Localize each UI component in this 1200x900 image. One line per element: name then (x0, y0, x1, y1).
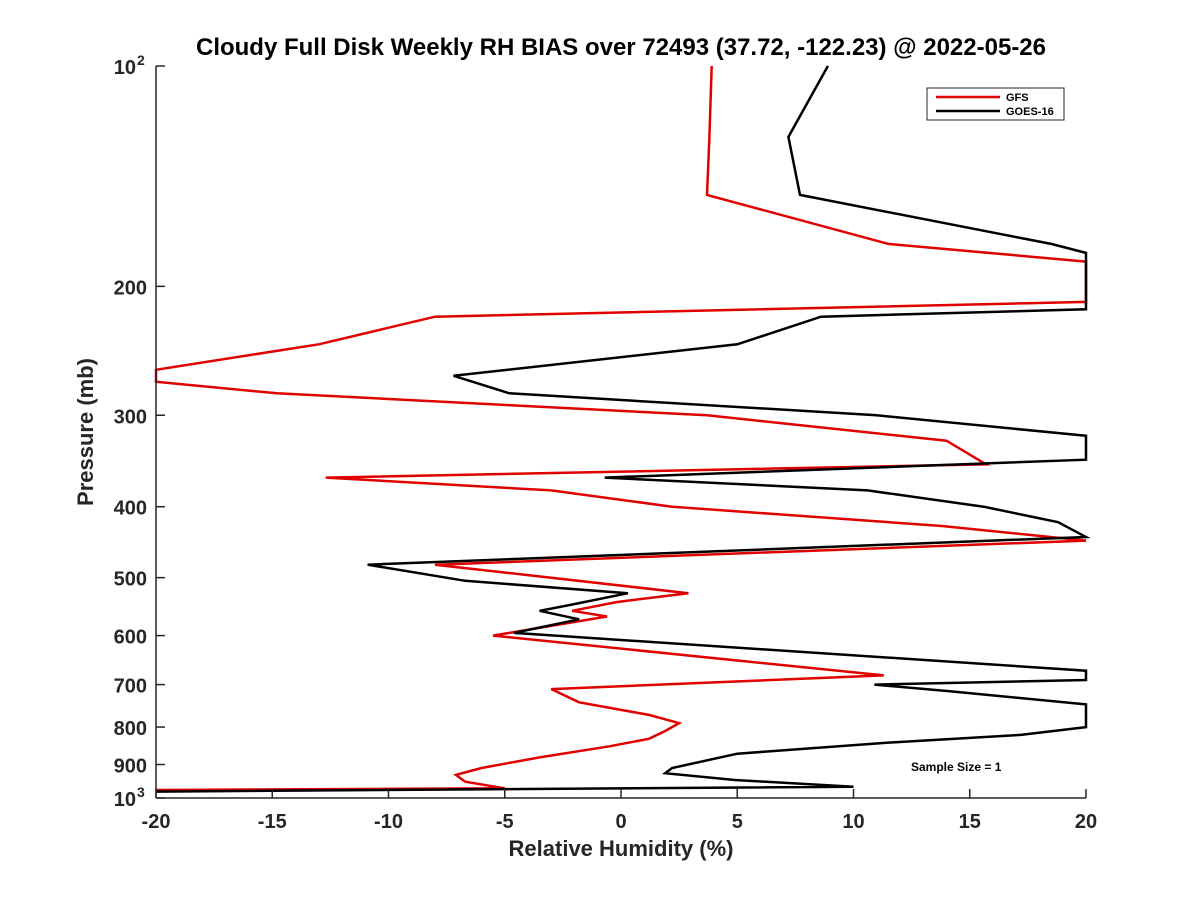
y-axis-label: Pressure (mb) (73, 358, 98, 506)
x-tick-label: 5 (732, 811, 743, 833)
legend-box (926, 87, 1065, 121)
y-tick-label: 400 (114, 498, 147, 520)
x-tick-label: -10 (374, 811, 403, 833)
y-tick-label: 900 (114, 756, 147, 778)
x-tick-label: -5 (496, 811, 514, 833)
y-tick-label: 200 (114, 277, 147, 299)
x-tick-label: 0 (615, 811, 626, 833)
legend-label-gfs: GFS (1006, 92, 1029, 104)
x-tick-label: 20 (1075, 811, 1097, 833)
y-tick-label: 700 (114, 676, 147, 698)
legend-label-goes-16: GOES-16 (1006, 106, 1054, 118)
chart-title: Cloudy Full Disk Weekly RH BIAS over 724… (196, 34, 1046, 61)
y-tick-label: 10 (114, 57, 136, 79)
series-line-goes-16 (155, 65, 1091, 793)
y-tick-label: 500 (114, 569, 147, 591)
x-tick-label: -15 (258, 811, 287, 833)
series-line-gfs (154, 65, 1088, 792)
x-axis-label: Relative Humidity (%) (509, 836, 734, 861)
y-tick-label: 300 (114, 406, 147, 428)
y-tick-label: 600 (114, 627, 147, 649)
x-tick-label: -20 (142, 811, 171, 833)
x-tick-label: 15 (959, 811, 981, 833)
sample-size-annotation: Sample Size = 1 (911, 760, 1002, 774)
x-axis-ticks: -20 -15 -10 -5 0 5 10 15 20 (142, 789, 1097, 833)
series-layer (154, 65, 1091, 793)
y-tick-exponent: 2 (137, 52, 145, 68)
y-tick-label: 10 (114, 789, 136, 811)
legend: GFS GOES-16 (926, 87, 1065, 121)
x-tick-label: 10 (842, 811, 864, 833)
y-tick-exponent: 3 (137, 784, 145, 800)
y-tick-label: 800 (114, 718, 147, 740)
